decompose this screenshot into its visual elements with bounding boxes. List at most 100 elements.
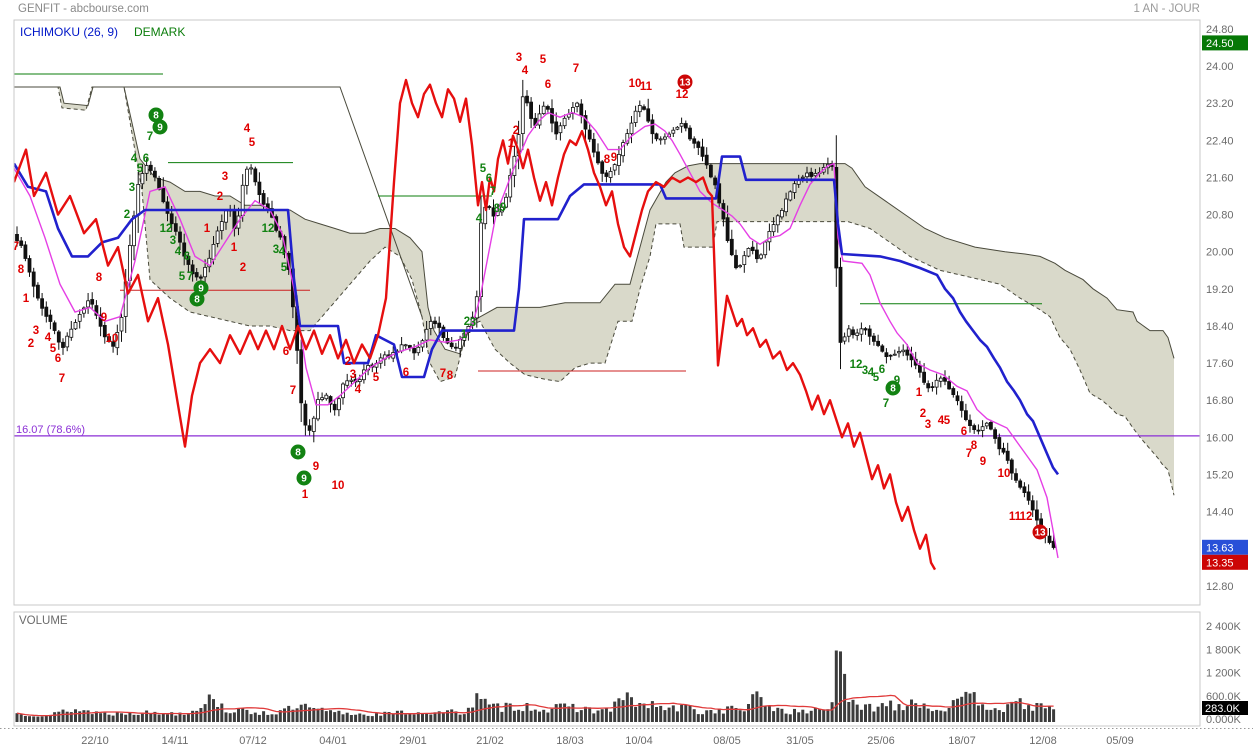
candle-body [788,191,793,201]
demark-count-green: 6 [184,251,190,263]
candle-body [69,328,74,338]
candle-body [629,122,634,135]
demark-count-green: 5 [179,271,186,283]
demark-count-red: 2 [240,262,246,274]
candle-body [876,340,880,346]
candle-body [1030,500,1035,511]
candle-body [525,95,529,104]
candle-body [964,410,968,421]
candle-body [709,164,713,178]
volume-bar [747,704,750,722]
candle-body [688,127,692,140]
demark-badge-number: 13 [1034,528,1046,539]
volume-bar [780,708,784,722]
candle-body [207,257,212,268]
candle-body [316,399,320,420]
candle-body [349,379,354,382]
volume-bar [997,710,1001,722]
volume-bar [312,708,316,722]
volume-bar [308,707,312,722]
volume-bar [684,704,688,722]
demark-count-red: 8 [18,264,25,276]
volume-bar [354,714,358,722]
volume-bar [337,710,341,722]
period-label: 1 AN - JOUR [1134,3,1200,15]
volume-bar [496,703,500,722]
candle-body [897,351,901,354]
volume-bar [905,706,909,722]
price-tick-label: 18.40 [1206,321,1234,333]
volume-bar [103,712,107,722]
volume-bar [316,708,320,722]
candle-body [612,164,617,171]
volume-bar [947,708,951,722]
projection-line [93,86,423,317]
candle-body [763,241,768,256]
candle-body [19,240,24,246]
candle-body [428,320,433,329]
candle-body [1018,480,1023,488]
demark-badge-circle [677,74,693,90]
date-label: 22/10 [81,735,109,747]
volume-bar [40,716,44,722]
volume-bar [178,712,182,722]
demark-count-green: 4 [476,213,483,225]
demark-badge-number: 9 [301,474,307,485]
candle-body [48,314,53,322]
price-tick-label: 16.00 [1206,432,1234,444]
candle-body [700,146,705,157]
volume-bar [53,712,57,722]
volume-bar [458,714,462,722]
volume-bar [366,715,370,722]
volume-bar [721,713,725,722]
candle-body [955,395,960,402]
volume-bar [822,709,826,722]
demark-count-red: 5 [50,343,57,355]
demark-badge-number: 9 [198,284,204,295]
candle-body [541,105,546,114]
volume-bar [391,713,395,722]
volume-bar [880,703,884,722]
candle-body [554,121,559,135]
demark-count-green: 1 [461,329,468,341]
candle-body [98,314,103,327]
candle-body [119,316,124,332]
volume-bar [650,701,654,722]
candle-body [800,176,805,179]
volume-tick-label: 2 400K [1206,621,1242,633]
candle-body [499,206,504,213]
candle-body [855,332,860,336]
volume-bar [701,714,704,722]
demark-count-red: 12 [676,89,689,101]
volume-bar [596,710,600,722]
volume-bar [655,707,658,722]
date-label: 18/07 [948,735,976,747]
demark-count-green: 2 [124,209,130,221]
volume-bar [36,716,40,722]
candle-body [851,329,855,336]
candle-body [303,403,308,426]
volume-bar [78,711,82,722]
candle-body [508,174,513,198]
volume-bar [128,713,132,722]
legend-demark[interactable]: DEMARK [134,25,185,39]
demark-count-red: 1 [302,489,309,501]
candle-body [775,215,780,226]
demark-badge-number: 8 [295,448,301,459]
volume-bar [278,710,282,722]
demark-count-green: 9 [500,202,506,214]
volume-bar [630,697,633,722]
legend-ichimoku[interactable]: ICHIMOKU (26, 9) [20,25,118,39]
demark-count-green: 6 [486,173,492,185]
demark-count-red: 10 [998,468,1011,480]
volume-bar [889,700,893,722]
demark-badge-circle [296,470,312,486]
candle-body [416,346,421,354]
candle-body [86,300,90,308]
price-badge-label: 24.50 [1206,38,1234,50]
volume-bar [362,714,366,722]
candle-body [905,349,910,356]
candle-body [842,336,847,342]
volume-bar [1039,703,1043,722]
candle-body [784,198,788,213]
